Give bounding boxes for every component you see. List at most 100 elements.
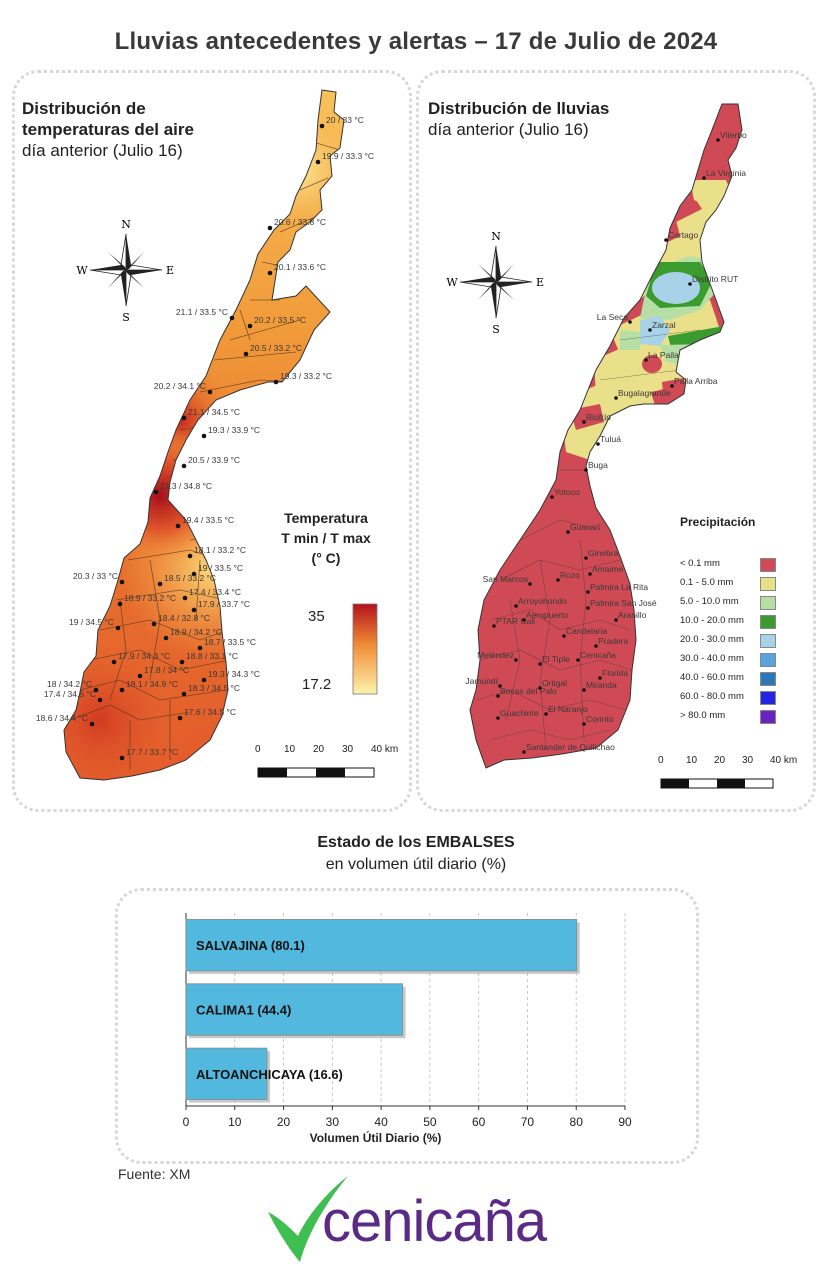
rain-place-label: Buga — [588, 460, 608, 470]
rain-place: Bocas del Palo — [496, 686, 557, 698]
rain-legend-label: 20.0 - 30.0 mm — [680, 634, 744, 645]
compass-e: E — [536, 276, 544, 289]
rain-place-label: Aeropuerto — [526, 610, 568, 620]
rain-place: Candelaria — [562, 626, 607, 638]
rain-legend-item: 40.0 - 60.0 mm — [680, 672, 800, 688]
rain-place-label: Tuluá — [600, 434, 621, 444]
rain-place-label: Rozo — [560, 570, 580, 580]
rain-place: Santander de Quilichao — [522, 742, 615, 754]
temperature-station: 20.5 / 33.2 °C — [243, 343, 302, 357]
legend-max: 35 — [308, 608, 325, 625]
rain-place: Yotoco — [550, 487, 580, 499]
temperature-station: 21.1 / 33.5 °C — [176, 307, 235, 321]
rain-legend-item: < 0.1 mm — [680, 558, 800, 574]
temperature-station: 18.6 / 34.4 °C — [36, 713, 95, 727]
rain-place-label: Guacarí — [570, 522, 601, 532]
temperature-station-label: 20.5 / 33.9 °C — [188, 455, 240, 465]
x-tick-label: 50 — [423, 1115, 437, 1129]
scale-label: 10 — [284, 744, 296, 755]
temperature-station-label: 17.8 / 34 °C — [144, 665, 189, 675]
temperature-station: 18.7 / 33.5 °C — [197, 637, 256, 651]
rain-place: Paila Arriba — [670, 376, 718, 388]
temperature-station: 18.9 / 33.2 °C — [117, 593, 176, 607]
reservoir-chart: 0 10 20 30 40 50 60 70 80 90 SALVAJINA (80.1) CALIM… — [183, 913, 632, 1145]
temperature-station: 17.4 / 33.4 °C — [182, 587, 241, 601]
rain-place-label: El Tiple — [542, 654, 570, 664]
temperature-station-label: 18 / 34.2 °C — [47, 679, 92, 689]
temperature-station: 20.1 / 33.6 °C — [267, 262, 326, 276]
rain-place-label: Florida — [602, 668, 628, 678]
rain-place: Aranillo — [614, 610, 647, 622]
temperature-station: 18 / 34.2 °C — [47, 679, 99, 693]
rain-place: La Virginia — [702, 168, 746, 180]
rain-legend-label: 0.1 - 5.0 mm — [680, 577, 734, 588]
temperature-station: 18.1 / 34.9 °C — [119, 679, 178, 693]
temperature-station-label: 20.5 / 33.2 °C — [250, 343, 302, 353]
temperature-station-label: 19 / 34.5 °C — [69, 617, 114, 627]
temperature-station: 17.6 / 34.5 °C — [177, 707, 236, 721]
rain-place-label: Guachinte — [500, 708, 539, 718]
scale-label: 10 — [686, 755, 698, 766]
rain-place: Amaime — [588, 564, 623, 576]
rain-legend-item: 60.0 - 80.0 mm — [680, 691, 800, 707]
rain-legend-label: < 0.1 mm — [680, 558, 720, 569]
rain-legend-label: 30.0 - 40.0 mm — [680, 653, 744, 664]
temperature-station: 18.8 / 33.1 °C — [179, 651, 238, 665]
rain-place-label: Zarzal — [652, 320, 676, 330]
scale-bar-rain — [660, 778, 774, 789]
x-tick-label: 70 — [521, 1115, 535, 1129]
temperature-station-label: 17.9 / 33.7 °C — [198, 599, 250, 609]
reservoir-bar — [185, 983, 403, 1036]
page-title: Lluvias antecedentes y alertas – 17 de J… — [114, 28, 718, 55]
rain-legend-swatch — [760, 653, 776, 667]
temperature-station: 19 / 33.5 °C — [191, 563, 243, 577]
rain-place: Zarzal — [648, 320, 676, 332]
rain-map-title: Distribución de lluvias día anterior (Ju… — [428, 99, 610, 139]
rain-place: Miranda — [582, 680, 617, 692]
rain-place-label: La Paila — [648, 350, 679, 360]
scale-label: 30 — [342, 744, 354, 755]
x-tick-label: 80 — [570, 1115, 584, 1129]
temperature-station-label: 19.4 / 33.5 °C — [182, 515, 234, 525]
scale-label: 40 km — [770, 755, 798, 766]
temperature-station-label: 20.6 / 33.8 °C — [274, 217, 326, 227]
rain-legend-swatch — [760, 672, 776, 686]
rain-legend-item: 5.0 - 10.0 mm — [680, 596, 800, 612]
x-tick-label: 90 — [618, 1115, 632, 1129]
temperature-station-label: 18.9 / 34.2 °C — [170, 627, 222, 637]
temperature-station-label: 19.3 / 33.9 °C — [208, 425, 260, 435]
compass-s: S — [122, 311, 130, 324]
x-axis-label: Volumen Útil Diario (%) — [310, 1130, 442, 1145]
rain-place-label: Bocas del Palo — [500, 686, 557, 696]
rain-place-label: Paila Arriba — [674, 376, 718, 386]
temperature-map-title: Distribución de temperaturas del aire dí… — [22, 99, 194, 160]
x-tick-label: 60 — [472, 1115, 486, 1129]
rain-place-label: Yotoco — [554, 487, 580, 497]
x-tick-label: 40 — [374, 1115, 388, 1129]
rain-legend-swatch — [760, 691, 776, 705]
rain-legend-title: Precipitación — [680, 515, 756, 529]
x-tick-label: 30 — [326, 1115, 340, 1129]
temperature-station-label: 21.1 / 33.5 °C — [176, 307, 228, 317]
temperature-station-label: 18.4 / 32.8 °C — [158, 613, 210, 623]
rain-place-label: La Virginia — [706, 168, 746, 178]
rain-place-label: Bugalagrande — [618, 388, 671, 398]
rain-place: Corinto — [582, 714, 614, 726]
temperature-station: 17.8 / 34 °C — [137, 665, 189, 679]
temperature-station-label: 20.2 / 34.1 °C — [154, 381, 206, 391]
temperature-station-label: 20.3 / 33 °C — [73, 571, 118, 581]
scale-label: 20 — [313, 744, 325, 755]
reservoir-bar — [185, 1047, 268, 1100]
scale-label: 30 — [742, 755, 754, 766]
temperature-station-label: 17.9 / 34.3 °C — [118, 651, 170, 661]
temperature-station-label: 19 / 33.5 °C — [198, 563, 243, 573]
temperature-station: 18.3 / 34.5 °C — [181, 683, 240, 697]
rain-place-label: Candelaria — [566, 626, 607, 636]
rain-place: San Marcos — [483, 574, 532, 586]
scale-label: 0 — [255, 744, 261, 755]
reservoir-title: Estado de los EMBALSES en volumen útil d… — [317, 834, 515, 873]
rain-legend-swatch — [760, 596, 776, 610]
x-tick-label: 20 — [277, 1115, 291, 1129]
rain-place-label: Ortigal — [542, 678, 567, 688]
x-tick-label: 10 — [228, 1115, 242, 1129]
